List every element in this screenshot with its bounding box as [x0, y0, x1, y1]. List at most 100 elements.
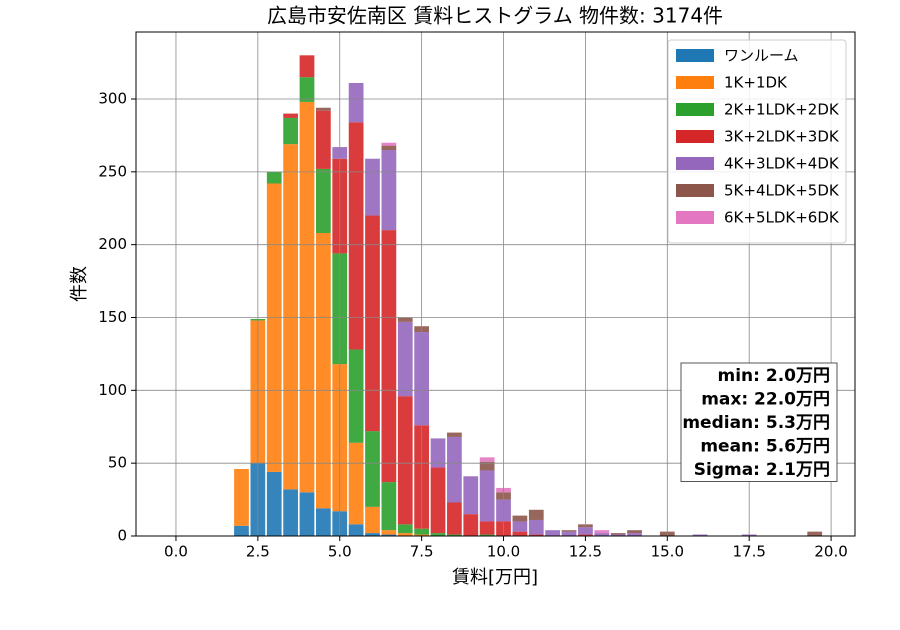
bar-segment — [299, 101, 315, 493]
bar-segment — [397, 317, 413, 322]
bar-segment — [512, 515, 528, 522]
bar-segment — [479, 534, 495, 536]
bar-segment — [315, 107, 331, 111]
bar-segment — [561, 530, 577, 532]
bar-segment — [447, 534, 462, 536]
bar-segment — [266, 471, 282, 536]
bar-segment — [397, 396, 413, 525]
stats-text: max: 22.0万円 — [701, 390, 830, 410]
bar-segment — [594, 530, 610, 534]
bar-segment — [299, 55, 315, 78]
bar-segment — [365, 431, 380, 507]
bar-segment — [594, 533, 610, 536]
legend-label: 4K+3LDK+4DK — [724, 155, 840, 173]
bar-segment — [315, 508, 331, 536]
bar-segment — [463, 514, 479, 536]
legend-label: 5K+4LDK+5DK — [724, 182, 840, 200]
bar-segment — [234, 468, 249, 526]
bar-segment — [234, 525, 249, 536]
y-tick-label: 0 — [117, 527, 127, 545]
bar-segment — [283, 117, 298, 145]
stats-box — [680, 362, 838, 482]
x-tick-label: 17.5 — [732, 543, 765, 561]
bar-segment — [479, 461, 495, 471]
y-tick-label: 200 — [98, 235, 127, 253]
bar-segment — [528, 509, 544, 520]
bar-segment — [365, 533, 380, 536]
stats-text: min: 2.0万円 — [718, 366, 830, 386]
bar-segment — [610, 533, 626, 535]
bar-segment — [381, 230, 397, 483]
bar-segment — [512, 531, 528, 536]
y-tick-label: 250 — [98, 162, 127, 180]
x-tick-label: 5.0 — [328, 543, 352, 561]
y-tick-label: 50 — [108, 454, 127, 472]
legend-label: 6K+5LDK+6DK — [724, 209, 840, 227]
bar-segment — [397, 524, 413, 534]
x-axis-label: 賃料[万円] — [452, 567, 538, 588]
bar-segment — [479, 457, 495, 462]
bar-segment — [397, 533, 413, 536]
bar-segment — [430, 533, 446, 536]
bar-segment — [381, 530, 397, 535]
bar-segment — [283, 489, 298, 536]
x-tick-label: 7.5 — [410, 543, 434, 561]
bar-segment — [381, 149, 397, 231]
x-tick-label: 12.5 — [569, 543, 602, 561]
bar-segment — [266, 171, 282, 184]
stats-text: median: 5.3万円 — [682, 413, 830, 433]
bar-segment — [479, 521, 495, 535]
bar-segment — [348, 82, 364, 123]
stats-text: mean: 5.6万円 — [700, 437, 830, 457]
bar-segment — [299, 77, 315, 102]
bar-segment — [348, 122, 364, 350]
bar-segment — [381, 534, 397, 536]
legend-label: 2K+1LDK+2DK — [724, 101, 840, 119]
legend-swatch — [676, 157, 714, 170]
x-tick-label: 15.0 — [651, 543, 684, 561]
bar-segment — [365, 158, 380, 216]
bar-segment — [315, 233, 331, 509]
legend-swatch — [676, 130, 714, 143]
x-tick-label: 20.0 — [814, 543, 847, 561]
bar-segment — [315, 168, 331, 234]
bar-segment — [463, 476, 479, 515]
legend-swatch — [676, 103, 714, 116]
legend-label: 1K+1DK — [724, 74, 788, 92]
bar-segment — [397, 321, 413, 397]
y-axis-label: 件数 — [69, 266, 90, 302]
bar-segment — [561, 531, 577, 536]
bar-segment — [627, 530, 642, 534]
bar-segment — [266, 183, 282, 472]
bar-segment — [627, 533, 642, 536]
legend-label: 3K+2LDK+3DK — [724, 128, 840, 146]
chart-title: 広島市安佐南区 賃料ヒストグラム 物件数: 3174件 — [267, 4, 723, 28]
y-tick-label: 100 — [98, 381, 127, 399]
bar-segment — [528, 534, 544, 536]
bar-segment — [807, 531, 823, 536]
legend-swatch — [676, 49, 714, 62]
x-tick-label: 10.0 — [487, 543, 520, 561]
bar-segment — [299, 492, 315, 536]
bar-segment — [365, 506, 380, 534]
bar-segment — [545, 530, 561, 536]
bar-segment — [381, 142, 397, 146]
bar-segment — [447, 502, 462, 535]
y-tick-label: 150 — [98, 308, 127, 326]
y-tick-label: 300 — [98, 90, 127, 108]
legend-label: ワンルーム — [724, 47, 799, 65]
bar-segment — [692, 534, 708, 536]
x-tick-label: 0.0 — [164, 543, 188, 561]
stats-text: Sigma: 2.1万円 — [694, 460, 830, 480]
legend-swatch — [676, 184, 714, 197]
bar-segment — [381, 145, 397, 150]
bar-segment — [447, 436, 462, 503]
bar-segment — [283, 113, 298, 118]
bar-segment — [447, 432, 462, 437]
bar-segment — [512, 521, 528, 532]
bar-segment — [315, 110, 331, 169]
bar-segment — [479, 470, 495, 522]
x-tick-label: 2.5 — [246, 543, 270, 561]
bar-segment — [610, 534, 626, 536]
